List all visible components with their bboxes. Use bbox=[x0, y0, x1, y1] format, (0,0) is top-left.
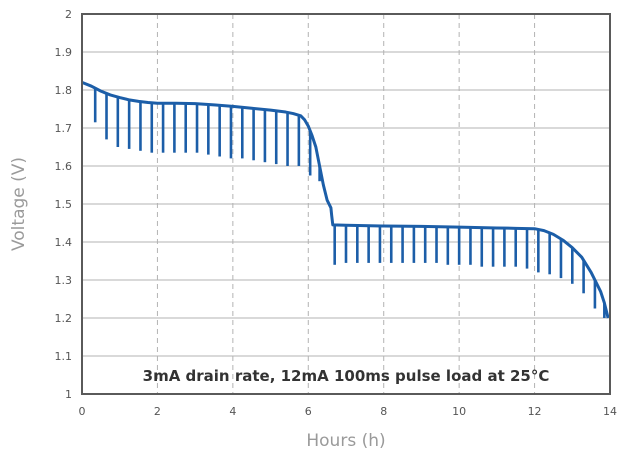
x-axis-title: Hours (h) bbox=[306, 431, 385, 451]
y-tick-label: 1 bbox=[65, 388, 72, 401]
y-tick-label: 1.7 bbox=[55, 122, 73, 135]
x-tick-label: 12 bbox=[528, 405, 542, 418]
x-tick-label: 0 bbox=[79, 405, 86, 418]
y-tick-label: 1.6 bbox=[55, 160, 73, 173]
chart-annotation: 3mA drain rate, 12mA 100ms pulse load at… bbox=[143, 367, 550, 385]
y-axis-title: Voltage (V) bbox=[9, 157, 29, 251]
y-tick-label: 1.9 bbox=[55, 46, 73, 59]
y-tick-label: 1.4 bbox=[55, 236, 73, 249]
x-tick-label: 4 bbox=[229, 405, 236, 418]
series-layer bbox=[81, 81, 610, 319]
y-tick-label: 1.8 bbox=[55, 84, 73, 97]
y-tick-label: 1.2 bbox=[55, 312, 73, 325]
x-tick-label: 8 bbox=[380, 405, 387, 418]
y-tick-label: 1.1 bbox=[55, 350, 73, 363]
plot-frame bbox=[81, 13, 611, 395]
x-tick-label: 10 bbox=[452, 405, 466, 418]
x-tick-label: 2 bbox=[154, 405, 161, 418]
x-tick-label: 14 bbox=[603, 405, 617, 418]
tick-labels: 1 1.1 1.2 1.3 1.4 1.5 1.6 1.7 1.8 1.9 2 0 2 4 6 8 10 12 14 bbox=[55, 8, 618, 418]
y-tick-label: 1.5 bbox=[55, 198, 73, 211]
y-tick-label: 2 bbox=[65, 8, 72, 21]
voltage-curve bbox=[81, 81, 610, 319]
grid bbox=[82, 14, 610, 394]
y-tick-label: 1.3 bbox=[55, 274, 73, 287]
x-tick-label: 6 bbox=[305, 405, 312, 418]
